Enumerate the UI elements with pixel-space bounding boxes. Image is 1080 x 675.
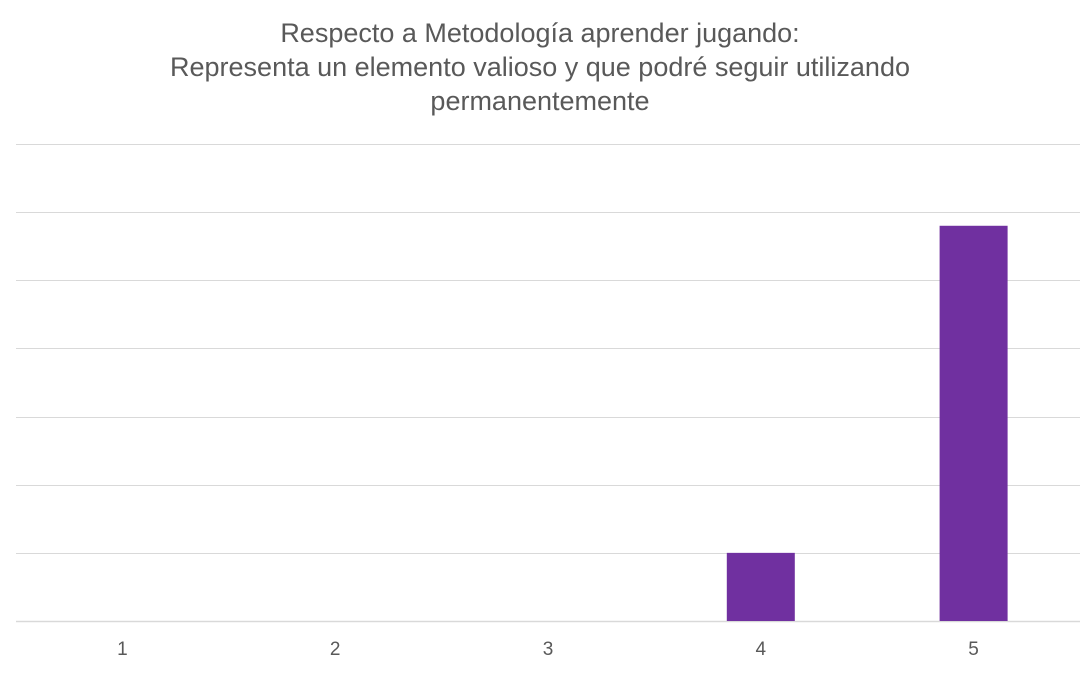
x-tick-label-2: 2 (330, 639, 341, 660)
chart-title-line-1: Respecto a Metodología aprender jugando: (280, 18, 800, 48)
bar-4 (726, 552, 795, 621)
chart-title: Respecto a Metodología aprender jugando:… (0, 16, 1080, 118)
bars (726, 225, 1008, 621)
gridlines (16, 144, 1080, 623)
x-tick-label-3: 3 (543, 639, 554, 660)
x-tick-labels: 1 2 3 4 5 (117, 639, 979, 660)
chart-title-line-2: Representa un elemento valioso y que pod… (170, 52, 910, 82)
x-tick-label-4: 4 (756, 639, 767, 660)
x-tick-label-5: 5 (968, 639, 979, 660)
chart-title-line-3: permanentemente (430, 86, 650, 116)
x-tick-label-1: 1 (117, 639, 128, 660)
bar-5 (939, 225, 1008, 621)
